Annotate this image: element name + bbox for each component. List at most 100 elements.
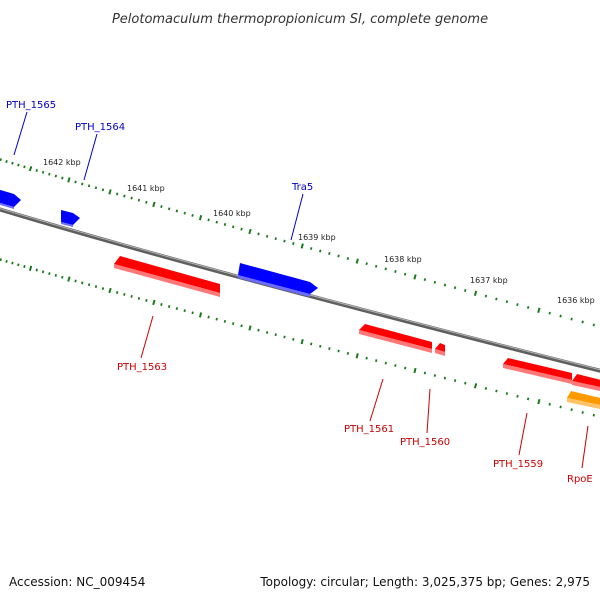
ruler-minor-tick [310, 247, 313, 250]
ruler-minor-tick [54, 273, 57, 277]
ruler-minor-tick [433, 280, 437, 284]
ruler-minor-tick [375, 359, 378, 363]
ruler-major-tick [152, 201, 156, 208]
ruler-minor-tick [265, 331, 269, 334]
ruler-minor-tick [495, 389, 498, 393]
ruler-minor-tick [137, 198, 141, 202]
ruler-minor-tick [223, 319, 227, 323]
ruler-minor-tick [94, 285, 98, 289]
ruler-minor-tick [11, 261, 14, 265]
ruler-minor-tick [191, 213, 194, 217]
gene-PTH_1560[interactable] [435, 343, 445, 356]
ruler-minor-tick [61, 275, 64, 279]
ruler-major-tick [473, 383, 478, 389]
ruler-minor-tick [365, 262, 368, 266]
leader-line [581, 425, 589, 469]
gene-PTH_1564[interactable] [61, 210, 80, 227]
ruler-minor-tick [101, 188, 105, 192]
ruler-minor-tick [592, 323, 595, 327]
ruler-minor-tick [48, 272, 51, 276]
ruler-major-tick [473, 290, 478, 296]
ruler-label: 1640 kbp [213, 209, 251, 218]
gene-label[interactable]: PTH_1560 [400, 437, 450, 448]
ruler-minor-tick [35, 169, 38, 172]
ruler-major-tick [67, 177, 71, 183]
ruler-label: 1639 kbp [298, 233, 336, 242]
ruler-minor-tick [232, 225, 235, 229]
ruler-minor-tick [374, 264, 378, 268]
ruler-minor-tick [464, 381, 467, 385]
ruler-major-tick [355, 353, 359, 359]
ruler-minor-tick [548, 311, 551, 315]
ruler-label: 1638 kbp [384, 255, 422, 264]
ruler-minor-tick [130, 196, 133, 200]
tick-row-outer [0, 158, 595, 327]
ruler-labels: 1642 kbp 1641 kbp 1640 kbp 1639 kbp 1638… [43, 158, 595, 305]
ruler-major-tick [28, 265, 33, 271]
ruler-major-tick [300, 338, 304, 345]
ruler-minor-tick [404, 366, 407, 370]
ruler-minor-tick [346, 257, 350, 261]
ruler-minor-tick [0, 158, 2, 162]
ruler-minor-tick [346, 351, 350, 355]
ruler-major-tick [198, 312, 203, 318]
ruler-minor-tick [423, 371, 427, 375]
ruler-minor-tick [35, 268, 38, 272]
ruler-minor-tick [384, 267, 387, 271]
ruler-minor-tick [130, 294, 133, 298]
gene-label[interactable]: PTH_1564 [75, 122, 125, 133]
leader-line [140, 315, 154, 359]
ruler-minor-tick [207, 218, 210, 222]
ruler-minor-tick [443, 376, 447, 380]
ruler-minor-tick [160, 303, 163, 306]
gene-PTH_1559[interactable] [503, 358, 572, 384]
ruler-minor-tick [484, 294, 488, 298]
ruler-minor-tick [175, 307, 179, 311]
gene-RpoE[interactable] [567, 391, 600, 410]
gene-label[interactable]: PTH_1561 [344, 424, 394, 435]
ruler-minor-tick [54, 174, 58, 178]
ruler-minor-tick [423, 278, 427, 282]
leader-line [518, 412, 528, 456]
ruler-minor-tick [274, 237, 277, 241]
leader-line [290, 193, 304, 241]
ruler-minor-tick [0, 258, 2, 262]
ruler-minor-tick [87, 184, 91, 188]
ruler-minor-tick [17, 263, 20, 267]
ruler-major-tick [413, 274, 417, 280]
gene-Tra5[interactable] [238, 263, 318, 297]
ruler-minor-tick [365, 356, 368, 360]
ruler-minor-tick [167, 207, 171, 211]
ruler-minor-tick [240, 324, 243, 328]
gene-label[interactable]: RpoE [567, 474, 593, 485]
gene-label[interactable]: PTH_1565 [6, 100, 56, 111]
leader-line [426, 388, 431, 434]
gene-PTH_1565[interactable] [0, 189, 21, 209]
ruler-minor-tick [516, 394, 519, 398]
ruler-minor-tick [115, 192, 119, 196]
gene-PTH_1558[interactable] [572, 374, 600, 392]
ruler-minor-tick [516, 303, 519, 307]
ruler-major-tick [248, 228, 252, 235]
ruler-major-tick [28, 165, 33, 172]
gene-label[interactable]: PTH_1559 [493, 459, 543, 470]
ruler-minor-tick [183, 309, 186, 313]
ruler-major-tick [152, 299, 156, 306]
ruler-minor-tick [48, 172, 51, 176]
ruler-label: 1636 kbp [557, 296, 595, 305]
ruler-minor-tick [328, 347, 331, 351]
ruler-minor-tick [223, 223, 227, 226]
ruler-minor-tick [11, 161, 14, 165]
gene-PTH_1563[interactable] [114, 256, 220, 297]
ruler-minor-tick [283, 239, 286, 243]
ruler-minor-tick [559, 314, 562, 318]
ruler-major-tick [108, 189, 112, 195]
ruler-minor-tick [337, 349, 340, 353]
gene-PTH_1561[interactable] [359, 324, 432, 353]
gene-label[interactable]: Tra5 [291, 182, 313, 193]
ruler-minor-tick [384, 361, 387, 365]
ruler-minor-tick [283, 335, 286, 339]
gene-label[interactable]: PTH_1563 [117, 362, 167, 373]
ruler-minor-tick [137, 296, 141, 300]
ruler-major-tick [537, 307, 541, 313]
